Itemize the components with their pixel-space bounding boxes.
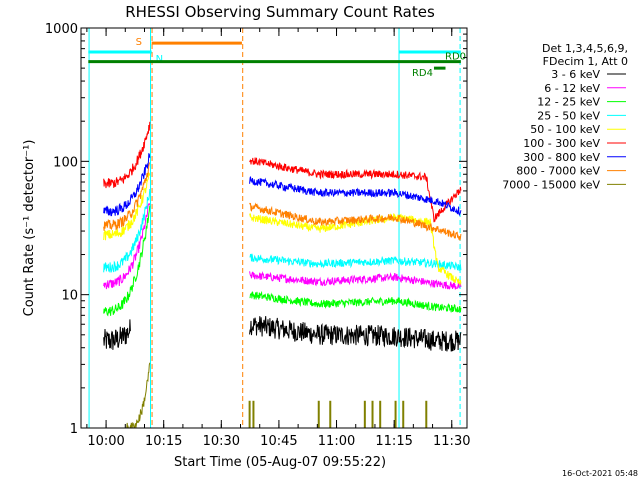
series-6-post [249,176,462,217]
series-3-pre [103,188,151,273]
series-4-pre [103,171,151,241]
x-tick-label-4: 11:00 [318,434,355,449]
annotation-label-4: RD4 [412,68,433,79]
series-6 [103,152,462,217]
series-0 [103,316,462,352]
y-tick-label-1: 10 [61,289,78,304]
legend-entry-6: 300 - 800 keV [523,151,600,164]
series-1-pre [103,203,151,290]
series-1-post [249,270,462,290]
legend: Det 1,3,4,5,6,9,FDecim 1, Att 03 - 6 keV… [502,42,628,191]
series-7-pre [103,162,151,231]
y-tick-label-2: 100 [53,155,78,170]
annotation-label-0: S [136,37,142,48]
series-2-post [249,290,462,314]
series-8-pre [126,362,151,429]
axis-ticks: 10:00 10:15 10:30 10:45 11:00 11:15 11:30 1 10 10… [45,22,471,449]
x-tick-label-1: 10:15 [145,434,182,449]
y-tick-label-3: 1000 [45,22,78,37]
x-tick-label-2: 10:30 [203,434,240,449]
series-1 [103,203,462,290]
legend-header-1: FDecim 1, Att 0 [543,55,628,68]
x-tick-label-3: 10:45 [260,434,297,449]
series-0-pre [103,319,131,350]
legend-entry-2: 12 - 25 keV [537,96,600,109]
x-axis-label: Start Time (05-Aug-07 09:55:22) [174,455,386,470]
series-5-post [249,157,462,223]
legend-entry-8: 7000 - 15000 keV [502,178,600,191]
timestamp-footer: 16-Oct-2021 05:48 [562,469,638,478]
series-0-post [249,316,462,352]
series-5-pre [103,121,151,189]
chart-title: RHESSI Observing Summary Count Rates [125,3,435,21]
legend-entry-1: 6 - 12 keV [544,82,600,95]
series-lines [103,121,462,429]
series-3 [103,188,462,273]
series-2-pre [103,205,151,317]
y-axis-label: Count Rate (s⁻¹ detector⁻¹) [22,140,37,317]
legend-entry-5: 100 - 300 keV [523,137,600,150]
vlines-layer [88,28,461,428]
x-tick-label-0: 10:00 [87,434,124,449]
x-tick-label-5: 11:15 [375,434,412,449]
series-4 [103,171,462,286]
series-2 [103,205,462,317]
series-4-post [249,212,462,286]
y-tick-label-0: 1 [70,422,78,437]
x-tick-label-6: 11:30 [433,434,470,449]
annotation-label-1: N [156,54,163,65]
annotation-label-3: RD0 [445,52,466,63]
plot-frame [80,27,468,429]
legend-entry-4: 50 - 100 keV [530,123,600,136]
legend-entry-3: 25 - 50 keV [537,109,600,122]
series-8 [126,362,428,429]
series-7 [103,162,462,241]
legend-entry-0: 3 - 6 keV [551,68,600,81]
annotation-bars: S N RD0 RD4 [88,37,466,79]
series-3-post [249,253,462,271]
series-7-post [249,202,462,241]
legend-entry-7: 800 - 7000 keV [516,165,600,178]
legend-header-0: Det 1,3,4,5,6,9, [542,42,628,55]
series-5 [103,121,462,223]
series-6-pre [103,152,151,217]
